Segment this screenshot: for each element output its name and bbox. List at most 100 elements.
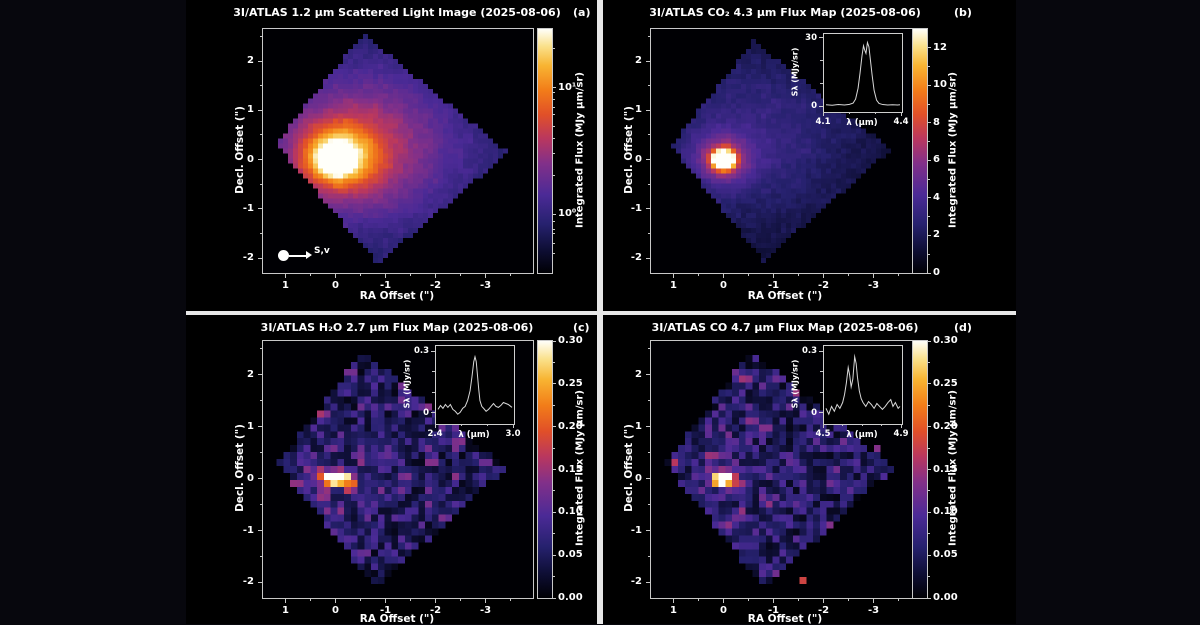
colorbar-minor-tick (928, 103, 930, 105)
colorbar-tick (553, 554, 556, 556)
sun-velocity-arrow-line (289, 254, 306, 257)
x-tick-label: -3 (867, 280, 880, 291)
x-tick (823, 599, 824, 603)
x-tick (723, 599, 724, 603)
colorbar-minor-tick (553, 138, 555, 140)
colorbar-tick (928, 122, 931, 124)
inset-y-tick-label: 0 (811, 101, 817, 112)
inset-y-minor-tick (432, 371, 435, 373)
spectrum-frame (435, 345, 515, 425)
colorbar-minor-tick (928, 490, 930, 492)
inset-y-tick-label: 0.3 (801, 346, 817, 357)
x-minor-tick (410, 274, 411, 276)
inset-x-axis-label: λ (μm) (458, 430, 490, 440)
y-tick-label: 2 (247, 368, 254, 380)
y-tick-label: 2 (635, 368, 642, 380)
inset-y-tick-label: 30 (805, 32, 817, 43)
colorbar-minor-tick (553, 233, 555, 235)
plot-area: Sλ (MJy/sr) λ (μm) 0.3 0 4.5 4.9 (650, 340, 922, 599)
y-minor-tick (648, 555, 650, 557)
colorbar-minor-tick (928, 141, 930, 143)
spectrum-curve-canvas (824, 34, 902, 112)
sun-velocity-label: S,v (314, 245, 330, 256)
x-tick (335, 274, 336, 278)
colorbar-tick-label: 0.30 (933, 335, 958, 346)
colorbar-tick (553, 511, 556, 513)
colorbar-tick-label: 0.25 (558, 377, 583, 389)
x-tick (485, 274, 486, 278)
colorbar-minor-tick (553, 361, 555, 363)
y-tick-label: -2 (630, 252, 642, 264)
x-tick-label: -2 (817, 280, 830, 291)
y-axis-label: Decl. Offset (") (234, 424, 246, 512)
colorbar-minor-tick (928, 178, 930, 180)
x-minor-tick (360, 599, 361, 601)
colorbar-minor-tick (553, 404, 555, 406)
inset-x-tick-label: 3.0 (505, 429, 521, 439)
figure-canvas: 3I/ATLAS 1.2 μm Scattered Light Image (2… (186, 0, 1016, 625)
y-minor-tick (648, 85, 650, 87)
inset-x-tick (900, 112, 902, 116)
y-minor-tick (260, 452, 262, 454)
x-tick-label: 0 (332, 605, 339, 616)
inset-y-axis-label: Sλ (MJy/sr) (790, 359, 800, 409)
panel-a-scattered-light: 3I/ATLAS 1.2 μm Scattered Light Image (2… (186, 0, 597, 311)
colorbar-minor-tick (553, 490, 555, 492)
x-tick-label: -2 (429, 605, 442, 616)
inset-x-tick-label: 4.1 (815, 117, 831, 127)
inset-x-minor-tick (874, 112, 876, 114)
y-minor-tick (648, 183, 650, 185)
colorbar-tick-label: 0.05 (933, 549, 958, 561)
x-tick (435, 599, 436, 603)
colorbar-tick (928, 340, 931, 342)
y-tick-label: -2 (242, 252, 254, 264)
y-tick (646, 530, 650, 531)
y-tick (258, 208, 262, 210)
colorbar-tick-label: 0.20 (933, 420, 958, 432)
colorbar-tick (928, 84, 931, 86)
inset-x-tick (434, 424, 436, 428)
flux-map-canvas (263, 29, 533, 273)
x-tick-label: 1 (670, 605, 677, 616)
x-tick (435, 274, 436, 278)
colorbar-tick (928, 511, 931, 513)
colorbar-tick (928, 469, 931, 470)
x-tick (335, 599, 336, 603)
y-minor-tick (260, 183, 262, 185)
x-tick (873, 599, 874, 603)
inset-x-minor-tick (842, 424, 843, 426)
panel-title: 3I/ATLAS CO 4.7 μm Flux Map (2025-08-06) (651, 321, 919, 334)
inset-y-tick-label: 0.3 (413, 346, 429, 357)
colorbar-tick (928, 426, 931, 428)
x-minor-tick (798, 274, 799, 276)
x-minor-tick (510, 274, 511, 276)
spectrum-frame (823, 33, 903, 113)
colorbar-tick-label: 0.10 (933, 506, 958, 518)
y-tick (258, 581, 262, 583)
y-minor-tick (260, 504, 262, 506)
colorbar-minor-tick (928, 533, 930, 535)
colorbar-gradient (538, 29, 552, 273)
y-tick (258, 257, 262, 259)
panel-b-co2-flux-map: 3I/ATLAS CO₂ 4.3 μm Flux Map (2025-08-06… (603, 0, 1016, 311)
inset-x-tick-label: 4.9 (893, 429, 909, 439)
x-minor-tick (460, 274, 461, 276)
colorbar-tick (553, 426, 556, 428)
y-tick-label: 0 (635, 472, 642, 484)
x-minor-tick (848, 599, 849, 601)
colorbar-minor-tick (553, 152, 555, 154)
colorbar-gradient (913, 341, 927, 598)
x-tick-label: 1 (670, 280, 677, 291)
spectrum-inset: Sλ (MJy/sr) λ (μm) 0.3 0 4.5 4.9 (791, 345, 909, 440)
colorbar-label: Integrated Flux (MJy μm/sr) (947, 72, 959, 228)
colorbar-tick (553, 597, 556, 599)
y-tick (258, 426, 262, 428)
y-tick (258, 109, 262, 111)
inset-x-minor-tick (861, 424, 863, 426)
colorbar (912, 340, 928, 599)
colorbar-tick (928, 597, 931, 599)
y-tick-label: 0 (635, 153, 642, 165)
y-tick (646, 60, 650, 62)
inset-y-minor-tick (820, 82, 823, 84)
